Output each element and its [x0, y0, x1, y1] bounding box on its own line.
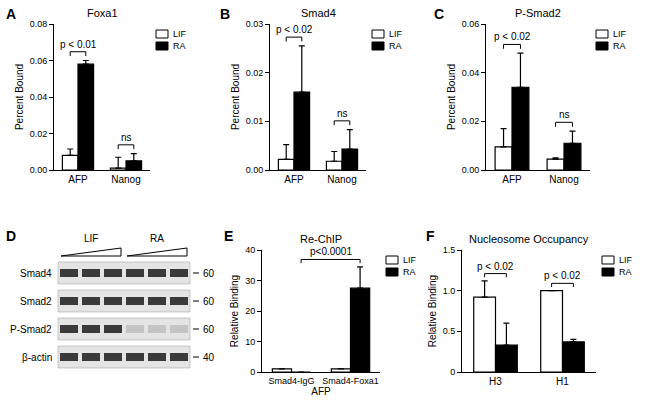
svg-text:P-Smad2: P-Smad2 [515, 7, 561, 19]
svg-text:Percent Bound: Percent Bound [446, 64, 457, 130]
svg-text:P-Smad2: P-Smad2 [10, 324, 52, 335]
svg-text:Nanog: Nanog [549, 174, 578, 185]
svg-text:ns: ns [337, 108, 348, 119]
svg-text:E: E [224, 228, 233, 244]
svg-text:Nucleosome Occupancy: Nucleosome Occupancy [469, 233, 589, 245]
svg-text:1.5: 1.5 [443, 245, 456, 255]
svg-text:Re-ChIP: Re-ChIP [300, 233, 342, 245]
svg-text:p < 0.02: p < 0.02 [477, 261, 514, 272]
svg-text:0.5: 0.5 [443, 326, 456, 336]
svg-text:β-actin: β-actin [22, 352, 52, 363]
svg-text:p<0.0001: p<0.0001 [310, 246, 352, 257]
svg-text:0.04: 0.04 [30, 92, 48, 102]
svg-text:F: F [426, 228, 435, 244]
svg-text:0.02: 0.02 [462, 116, 480, 126]
svg-text:LIF: LIF [619, 255, 633, 265]
svg-text:RA: RA [150, 233, 164, 244]
svg-text:30: 30 [245, 276, 255, 286]
svg-text:60: 60 [203, 268, 215, 279]
svg-text:Smad4-Foxa1: Smad4-Foxa1 [322, 376, 379, 386]
svg-text:RA: RA [403, 267, 416, 277]
svg-text:Smad4-IgG: Smad4-IgG [268, 376, 314, 386]
svg-text:20: 20 [245, 306, 255, 316]
svg-text:D: D [6, 228, 16, 244]
svg-text:40: 40 [245, 245, 255, 255]
svg-text:p < 0.02: p < 0.02 [494, 31, 531, 42]
svg-text:RA: RA [389, 41, 402, 51]
svg-text:LIF: LIF [84, 233, 98, 244]
svg-text:1.0: 1.0 [443, 286, 456, 296]
svg-text:p < 0.02: p < 0.02 [544, 270, 581, 281]
svg-text:0.00: 0.00 [246, 165, 264, 175]
svg-text:Smad2: Smad2 [20, 296, 52, 307]
svg-text:Foxa1: Foxa1 [87, 7, 118, 19]
svg-text:0.08: 0.08 [30, 19, 48, 29]
svg-text:LIF: LIF [613, 29, 627, 39]
svg-text:0.06: 0.06 [462, 19, 480, 29]
svg-text:10: 10 [245, 337, 255, 347]
svg-text:Nanog: Nanog [327, 174, 356, 185]
svg-text:C: C [434, 6, 444, 22]
svg-text:Smad4: Smad4 [301, 7, 336, 19]
svg-text:0.01: 0.01 [246, 116, 264, 126]
svg-text:Relative Binding: Relative Binding [229, 275, 240, 347]
svg-text:LIF: LIF [173, 29, 187, 39]
svg-text:60: 60 [203, 296, 215, 307]
svg-text:Smad4: Smad4 [20, 268, 52, 279]
svg-text:H1: H1 [556, 376, 569, 387]
svg-text:LIF: LIF [389, 29, 403, 39]
svg-text:0.02: 0.02 [30, 129, 48, 139]
svg-text:Relative Binding: Relative Binding [427, 275, 438, 347]
svg-text:RA: RA [613, 41, 626, 51]
svg-text:Percent Bound: Percent Bound [230, 64, 241, 130]
svg-text:0: 0 [450, 367, 455, 377]
svg-text:0.02: 0.02 [246, 68, 264, 78]
svg-text:0.00: 0.00 [30, 165, 48, 175]
svg-text:0: 0 [250, 367, 255, 377]
svg-text:Nanog: Nanog [111, 174, 140, 185]
svg-text:40: 40 [203, 352, 215, 363]
svg-text:0.04: 0.04 [462, 68, 480, 78]
svg-text:AFP: AFP [502, 174, 522, 185]
svg-text:RA: RA [619, 267, 632, 277]
svg-text:AFP: AFP [68, 174, 88, 185]
svg-text:60: 60 [203, 324, 215, 335]
svg-text:AFP: AFP [284, 174, 304, 185]
svg-text:LIF: LIF [403, 255, 417, 265]
svg-text:p < 0.02: p < 0.02 [276, 24, 313, 35]
svg-text:p < 0.01: p < 0.01 [60, 39, 97, 50]
svg-text:0.00: 0.00 [462, 165, 480, 175]
svg-text:A: A [6, 6, 16, 22]
svg-text:H3: H3 [489, 376, 502, 387]
svg-text:0.03: 0.03 [246, 19, 264, 29]
svg-text:ns: ns [559, 109, 570, 120]
svg-text:RA: RA [173, 41, 186, 51]
svg-text:Percent Bound: Percent Bound [14, 64, 25, 130]
svg-text:0.06: 0.06 [30, 56, 48, 66]
svg-text:B: B [220, 6, 230, 22]
svg-text:AFP: AFP [311, 386, 331, 397]
svg-text:ns: ns [121, 132, 132, 143]
